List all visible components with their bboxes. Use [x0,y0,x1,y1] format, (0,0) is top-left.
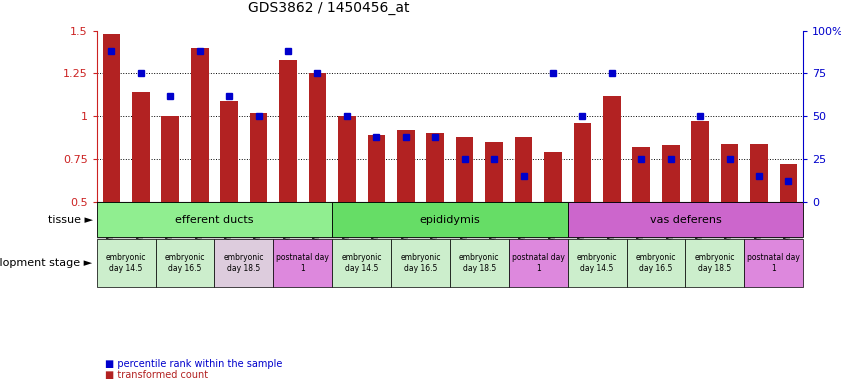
Bar [574,123,591,287]
Bar [97,202,332,237]
Bar [214,239,273,287]
Bar [456,137,473,287]
Bar [391,239,450,287]
Text: embryonic
day 14.5: embryonic day 14.5 [106,253,146,273]
Bar [97,239,156,287]
Text: GDS3862 / 1450456_at: GDS3862 / 1450456_at [248,2,410,15]
Bar [191,48,209,287]
Text: embryonic
day 18.5: embryonic day 18.5 [459,253,500,273]
Bar [426,133,444,287]
Text: embryonic
day 16.5: embryonic day 16.5 [400,253,441,273]
Bar [103,34,120,287]
Bar [685,239,744,287]
Text: postnatal day
1: postnatal day 1 [748,253,800,273]
Bar [632,147,650,287]
Bar [691,121,709,287]
Bar [627,239,685,287]
Bar [485,142,503,287]
Bar [332,202,568,237]
Bar [397,130,415,287]
Text: efferent ducts: efferent ducts [175,215,254,225]
Text: development stage ►: development stage ► [0,258,93,268]
Text: embryonic
day 16.5: embryonic day 16.5 [636,253,676,273]
Bar [250,113,267,287]
Bar [544,152,562,287]
Bar [132,92,150,287]
Bar [721,144,738,287]
Text: vas deferens: vas deferens [649,215,722,225]
Bar [509,239,568,287]
Bar [279,60,297,287]
Bar [750,144,768,287]
Text: tissue ►: tissue ► [47,215,93,225]
Bar [603,96,621,287]
Text: embryonic
day 16.5: embryonic day 16.5 [165,253,205,273]
Text: postnatal day
1: postnatal day 1 [277,253,329,273]
Bar [662,145,680,287]
Text: embryonic
day 14.5: embryonic day 14.5 [577,253,617,273]
Bar [744,239,803,287]
Bar [309,73,326,287]
Text: ■ transformed count: ■ transformed count [105,370,209,380]
Text: postnatal day
1: postnatal day 1 [512,253,564,273]
Bar [568,202,803,237]
Bar [332,239,391,287]
Bar [780,164,797,287]
Text: embryonic
day 14.5: embryonic day 14.5 [341,253,382,273]
Bar [450,239,509,287]
Text: ■ percentile rank within the sample: ■ percentile rank within the sample [105,359,283,369]
Bar [515,137,532,287]
Bar [568,239,627,287]
Text: epididymis: epididymis [420,215,480,225]
Bar [338,116,356,287]
Text: embryonic
day 18.5: embryonic day 18.5 [224,253,264,273]
Bar [156,239,214,287]
Bar [161,116,179,287]
Text: embryonic
day 18.5: embryonic day 18.5 [695,253,735,273]
Bar [97,202,803,287]
Bar [368,135,385,287]
Bar [220,101,238,287]
Bar [273,239,332,287]
